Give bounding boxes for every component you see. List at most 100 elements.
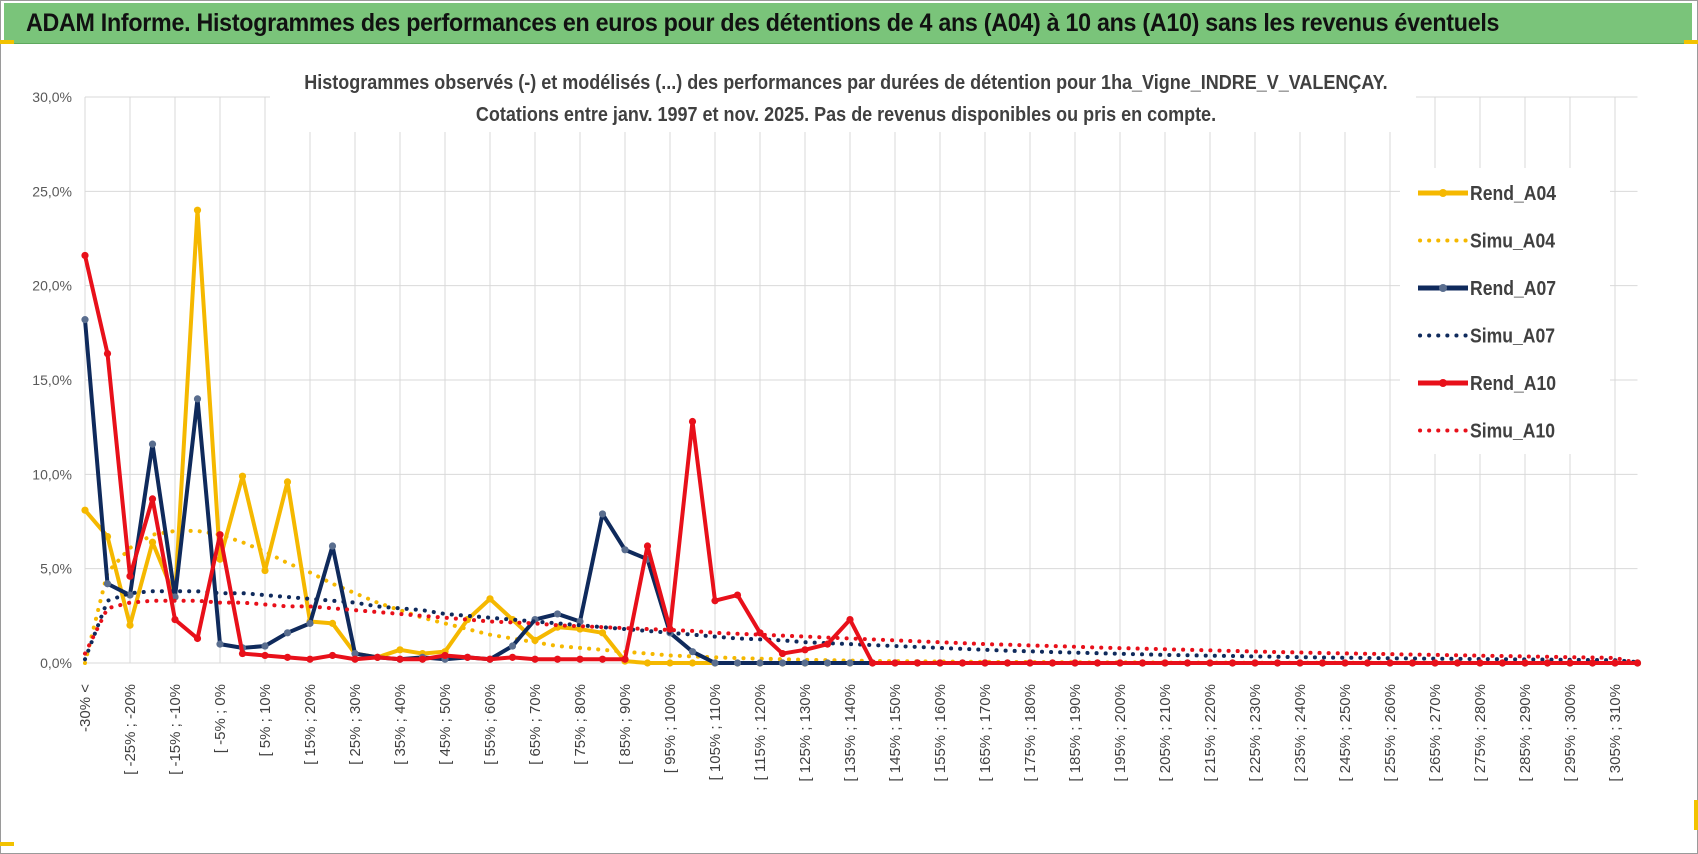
x-tick-label: [ 75% ; 80% [572, 684, 589, 765]
data-point [103, 349, 112, 358]
data-point [283, 653, 292, 661]
data-point [1611, 659, 1619, 667]
data-point [103, 532, 112, 541]
x-tick-label: [ 65% ; 70% [527, 684, 544, 765]
series-layer [81, 206, 1642, 667]
x-tick-label: [ 275% ; 280% [1472, 684, 1489, 782]
data-point [396, 646, 404, 654]
legend-marker [1439, 284, 1447, 292]
legend-item: Simu_A04 [1418, 229, 1556, 252]
data-point [733, 591, 742, 599]
y-tick-label: 10,0% [32, 466, 72, 482]
data-point [1386, 659, 1394, 667]
title-background [270, 66, 1416, 132]
corner-accent [1694, 800, 1698, 830]
data-point [148, 495, 157, 503]
legend-item: Rend_A04 [1418, 182, 1557, 204]
x-tick-label: [ -15% ; -10% [167, 684, 184, 775]
data-point [1453, 659, 1462, 667]
data-point [598, 629, 607, 637]
data-point [1251, 659, 1259, 667]
data-point [328, 542, 337, 550]
legend-item: Simu_A10 [1418, 419, 1555, 442]
data-point [103, 580, 112, 588]
data-point [756, 629, 764, 637]
data-point [148, 538, 157, 546]
x-tick-label: [ 255% ; 260% [1382, 684, 1399, 782]
data-point [1071, 659, 1079, 667]
report-banner: ADAM Informe. Histogrammes des performan… [4, 3, 1692, 44]
data-point [1476, 659, 1484, 667]
data-point [418, 655, 427, 663]
data-point [598, 655, 607, 663]
data-point [621, 546, 629, 554]
x-tick-label: [ 175% ; 180% [1022, 684, 1039, 782]
data-point [958, 659, 967, 667]
data-point [508, 653, 517, 661]
data-point [283, 629, 292, 637]
data-point [1048, 659, 1057, 667]
y-tick-label: 25,0% [32, 183, 72, 199]
legend-label: Rend_A10 [1470, 372, 1556, 394]
x-tick-label: [ 135% ; 140% [842, 684, 859, 782]
data-point [711, 597, 719, 605]
data-point [778, 659, 787, 667]
data-point [486, 595, 494, 603]
data-point [328, 651, 337, 660]
y-tick-label: 15,0% [32, 372, 72, 388]
data-point [1566, 659, 1574, 667]
data-point [238, 649, 247, 658]
data-point [1318, 659, 1327, 667]
y-tick-label: 30,0% [32, 89, 72, 105]
x-tick-label: [ 295% ; 300% [1562, 684, 1579, 782]
legend-label: Rend_A07 [1470, 277, 1556, 299]
x-tick-label: -30% < [77, 684, 94, 732]
y-tick-label: 20,0% [32, 278, 72, 294]
y-axis-tick-labels: 0,0% 5,0% 10,0% 15,0% 20,0% 25,0% 30,0% [32, 89, 72, 671]
data-point [1498, 659, 1507, 667]
data-point [666, 659, 674, 667]
data-point [913, 659, 922, 667]
x-tick-label: [ 285% ; 290% [1517, 684, 1534, 782]
report-title: ADAM Informe. Histogrammes des performan… [26, 9, 1500, 37]
data-point [373, 653, 382, 661]
x-tick-label: [ 95% ; 100% [662, 684, 679, 773]
data-point [1521, 659, 1529, 667]
data-point [126, 621, 134, 629]
data-point [846, 659, 854, 667]
data-point [688, 659, 697, 667]
x-tick-label: [ -25% ; -20% [122, 684, 139, 775]
x-tick-label: [ 195% ; 200% [1112, 684, 1129, 782]
data-point [508, 642, 517, 650]
data-point [81, 251, 89, 260]
data-point [306, 619, 314, 627]
data-point [238, 472, 247, 480]
data-point [553, 655, 562, 663]
chart-title: Histogrammes observés (-) et modélisés (… [304, 72, 1387, 94]
x-tick-label: [ -5% ; 0% [212, 684, 229, 753]
data-point [261, 642, 269, 650]
x-tick-label: [ 85% ; 90% [617, 684, 634, 765]
data-point [1116, 659, 1124, 667]
legend-background [1400, 168, 1610, 454]
x-tick-label: [ 105% ; 110% [707, 684, 724, 780]
data-point [216, 531, 224, 539]
data-point [1093, 659, 1102, 667]
data-point [171, 616, 179, 624]
data-point [576, 655, 584, 663]
legend-label: Rend_A04 [1470, 182, 1557, 204]
data-point [621, 655, 629, 663]
data-point [1183, 659, 1192, 667]
x-tick-label: [ 185% ; 190% [1067, 684, 1084, 782]
legend-item: Rend_A07 [1418, 277, 1556, 299]
legend-label: Simu_A07 [1470, 324, 1555, 346]
data-point [193, 634, 202, 643]
data-point [711, 659, 719, 667]
data-point [1138, 659, 1147, 667]
data-point [396, 655, 404, 663]
x-tick-label: [ 155% ; 160% [932, 684, 949, 782]
legend-item: Simu_A07 [1418, 324, 1555, 347]
data-point [261, 566, 269, 575]
y-tick-label: 5,0% [40, 561, 72, 577]
